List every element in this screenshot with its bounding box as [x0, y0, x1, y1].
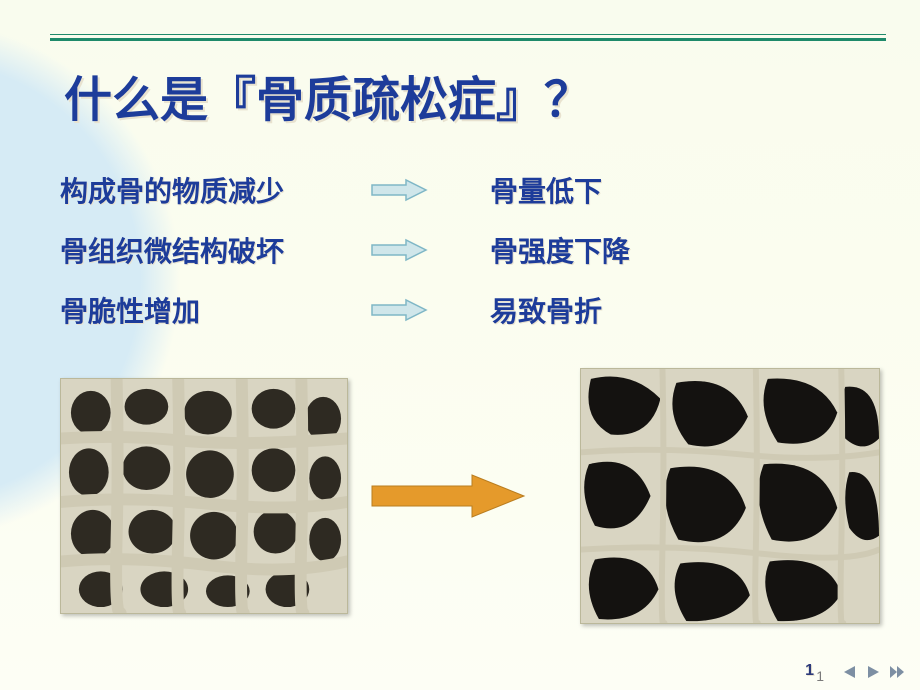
arrow-icon	[370, 298, 490, 322]
normal-bone-image	[60, 378, 348, 614]
rule-lines	[50, 34, 886, 41]
slide-nav	[838, 662, 908, 682]
osteoporotic-bone-image	[580, 368, 880, 624]
pair-left-text: 骨组织微结构破坏	[60, 230, 370, 270]
pair-right-text: 易致骨折	[490, 290, 602, 330]
page-number: 1	[805, 662, 814, 680]
page-number-secondary: 1	[816, 668, 824, 684]
pair-right-text: 骨强度下降	[490, 230, 630, 270]
slide: 什么是『骨质疏松症』？ 构成骨的物质减少 骨量低下 骨组织微结构破坏	[0, 0, 920, 690]
play-button[interactable]	[862, 662, 884, 682]
arrow-icon	[370, 178, 490, 202]
bone-images-row	[60, 368, 880, 624]
big-arrow-icon	[348, 378, 548, 614]
pair-right-text: 骨量低下	[490, 170, 602, 210]
pair-row: 骨脆性增加 易致骨折	[60, 280, 880, 340]
prev-button[interactable]	[838, 662, 860, 682]
pair-row: 构成骨的物质减少 骨量低下	[60, 160, 880, 220]
pair-row: 骨组织微结构破坏 骨强度下降	[60, 220, 880, 280]
slide-title: 什么是『骨质疏松症』？	[64, 60, 592, 130]
next-button[interactable]	[886, 662, 908, 682]
definition-pairs: 构成骨的物质减少 骨量低下 骨组织微结构破坏 骨强度下降	[60, 160, 880, 340]
pair-left-text: 构成骨的物质减少	[60, 170, 370, 210]
pair-left-text: 骨脆性增加	[60, 290, 370, 330]
arrow-icon	[370, 238, 490, 262]
